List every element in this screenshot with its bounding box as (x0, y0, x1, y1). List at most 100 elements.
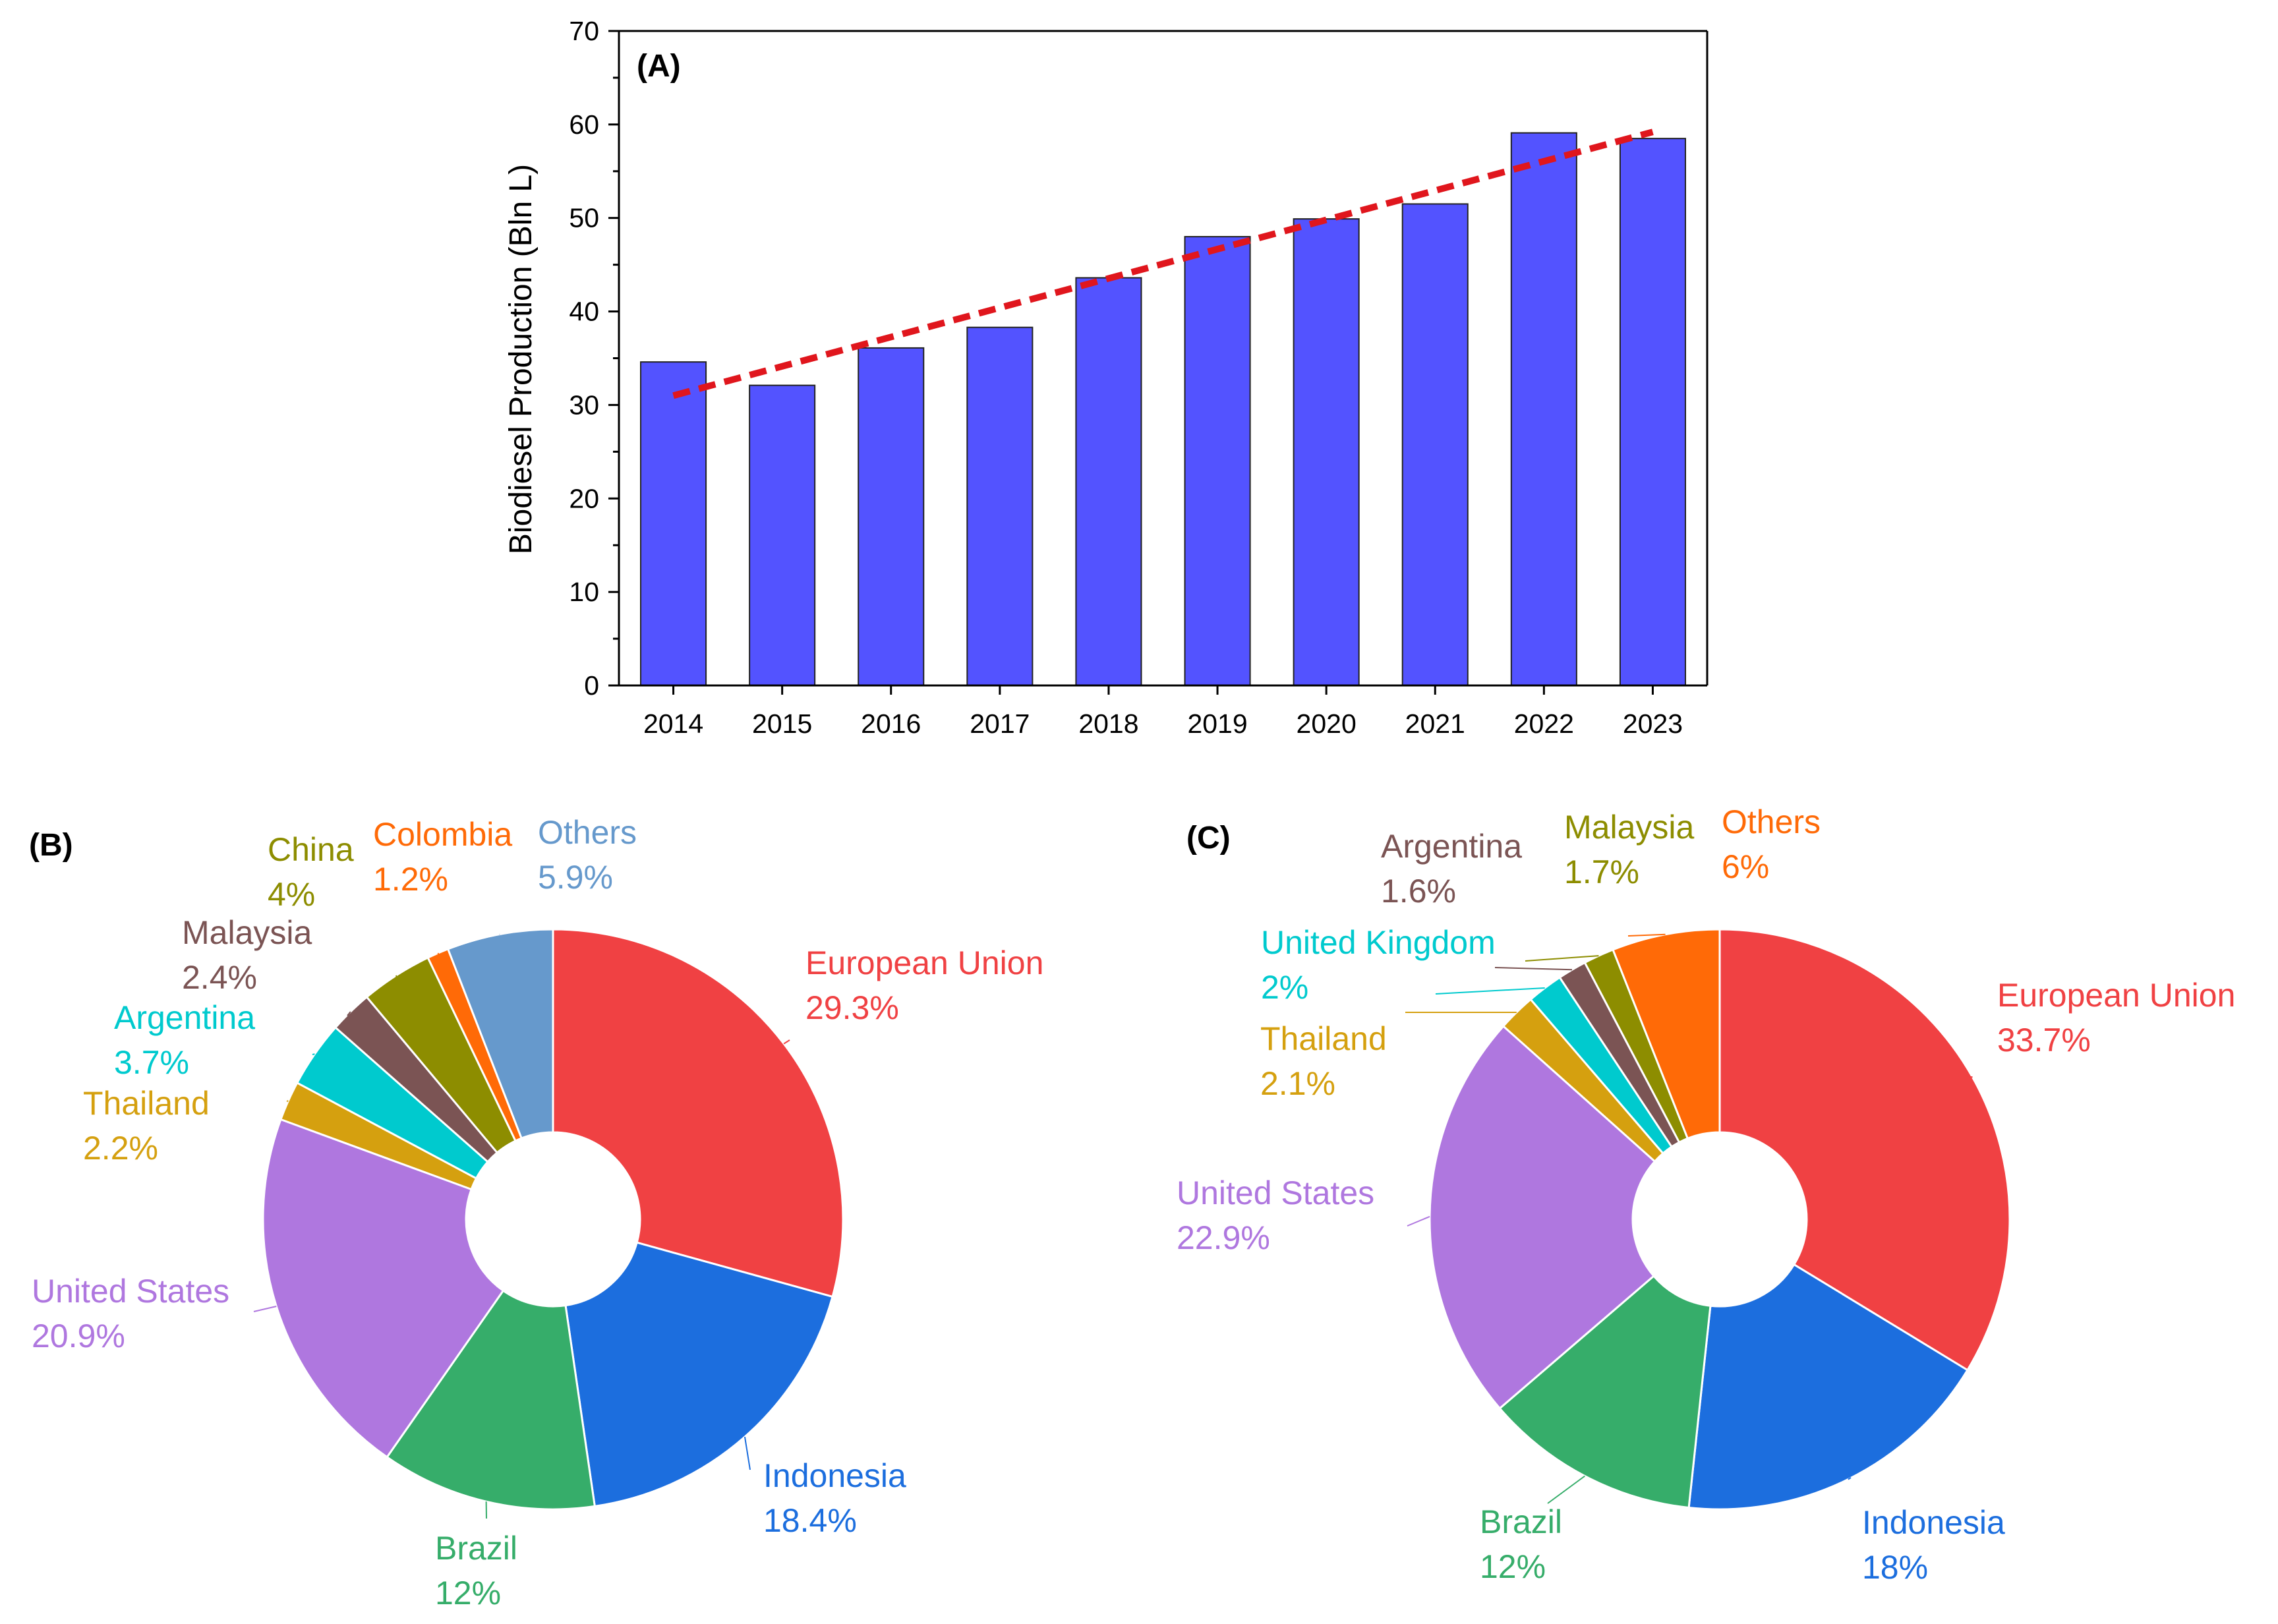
slice-label: China (268, 831, 354, 868)
leader-line (347, 1011, 351, 1016)
slice-brazil (386, 1289, 597, 1511)
bar-2017 (966, 326, 1034, 686)
slice-value-label: 4% (268, 876, 315, 913)
slice-value-label: 22.9% (1177, 1219, 1270, 1256)
leader-line (1627, 933, 1666, 937)
slice-label: Others (1722, 803, 1821, 840)
slice-indonesia (1687, 1263, 1969, 1511)
y-tick-label: 50 (569, 203, 599, 233)
x-tick-label: 2014 (643, 709, 703, 739)
leader-line (1547, 1475, 1585, 1504)
donut-chart-panel-c: (C) European Union 33.7% Indonesia 18% Brazi… (1177, 803, 2235, 1586)
slice-united-states (1428, 1024, 1656, 1410)
x-tick-label: 2016 (861, 709, 921, 739)
leader-line (253, 1306, 277, 1312)
slice-value-label: 29.3% (805, 989, 899, 1026)
y-tick-label: 10 (569, 577, 599, 607)
bar-chart-panel-a: (A) Biodiesel Production (Bln L) 0 10 20 30… (504, 16, 1708, 739)
slice-value-label: 12% (1480, 1548, 1546, 1585)
slice-value-label: 1.7% (1564, 854, 1639, 890)
leader-line (1435, 987, 1545, 995)
slice-value-label: 18% (1862, 1549, 1928, 1586)
slice-label: Malaysia (1564, 809, 1694, 846)
panel-label-c: (C) (1186, 821, 1231, 856)
slice-value-label: 2.2% (83, 1130, 158, 1167)
y-tick-label: 60 (569, 109, 599, 140)
slice-value-label: 2.4% (182, 959, 257, 996)
slice-value-label: 33.7% (1997, 1022, 2091, 1058)
slice-label: Argentina (114, 999, 255, 1036)
x-tick-label: 2018 (1078, 709, 1138, 739)
leader-line (783, 1039, 790, 1045)
slice-value-label: 2.1% (1260, 1065, 1335, 1102)
slice-label: Others (538, 814, 637, 851)
slice-label: Colombia (373, 816, 512, 853)
slice-european-union (1718, 928, 2011, 1372)
leader-line (744, 1436, 751, 1470)
y-tick-label: 20 (569, 483, 599, 513)
slice-label: Brazil (1480, 1503, 1562, 1540)
bar-2020 (1293, 218, 1360, 686)
slice-others (1612, 928, 1721, 1140)
y-axis-label: Biodiesel Production (Bln L) (504, 164, 539, 554)
x-tick-label: 2019 (1187, 709, 1247, 739)
slice-label: Indonesia (763, 1457, 906, 1494)
slice-value-label: 5.9% (538, 859, 613, 896)
panel-label-b: (B) (29, 828, 73, 863)
leader-line (1525, 955, 1599, 962)
x-tick-label: 2015 (752, 709, 812, 739)
slice-value-label: 12% (435, 1575, 501, 1611)
bar-2021 (1401, 203, 1469, 686)
bar-2018 (1075, 277, 1142, 686)
y-tick-label: 30 (569, 390, 599, 420)
slice-label: United States (32, 1273, 229, 1310)
slice-label: Indonesia (1862, 1504, 2005, 1541)
slice-brazil (1498, 1274, 1712, 1509)
bar-2022 (1510, 132, 1577, 687)
slice-value-label: 3.7% (114, 1044, 189, 1081)
slice-label: European Union (1997, 977, 2235, 1014)
slice-label: Thailand (83, 1085, 210, 1122)
x-tick-label: 2022 (1514, 709, 1574, 739)
leader-line (437, 952, 442, 958)
leader-line (1407, 1215, 1430, 1227)
slice-value-label: 18.4% (763, 1502, 857, 1539)
x-tick-label: 2020 (1297, 709, 1357, 739)
leader-line (1848, 1477, 1852, 1480)
slice-european-union (552, 928, 844, 1298)
bar-2019 (1184, 236, 1251, 687)
leader-line (312, 1053, 315, 1055)
donut-chart-panel-b: (B) European Union 29.3% Indonesia 18.4% Bra… (29, 814, 1043, 1611)
slice-label: United States (1177, 1174, 1374, 1211)
x-tick-label: 2017 (970, 709, 1030, 739)
y-tick-label: 0 (584, 670, 599, 701)
slice-indonesia (564, 1241, 834, 1508)
panel-label-a: (A) (637, 49, 681, 84)
slice-others (446, 928, 554, 1140)
slice-label: Brazil (435, 1530, 517, 1567)
bar-2015 (749, 384, 816, 686)
bar-2014 (640, 361, 707, 686)
x-tick-label: 2021 (1405, 709, 1465, 739)
bar-2023 (1619, 138, 1686, 686)
leader-line (1964, 1075, 1973, 1078)
leader-line (395, 975, 398, 979)
slice-label: United Kingdom (1261, 924, 1496, 961)
slice-value-label: 2% (1261, 969, 1308, 1006)
slice-value-label: 1.2% (373, 861, 448, 898)
slice-united-states (262, 1118, 505, 1459)
leader-line (1494, 967, 1573, 971)
slice-value-label: 1.6% (1381, 873, 1456, 910)
y-tick-label: 40 (569, 297, 599, 327)
y-tick-label: 70 (569, 16, 599, 46)
slice-value-label: 6% (1722, 848, 1769, 885)
x-tick-label: 2023 (1623, 709, 1683, 739)
slice-label: Thailand (1260, 1020, 1387, 1057)
slice-label: Malaysia (182, 914, 312, 951)
bar-2016 (858, 347, 925, 686)
slice-label: European Union (805, 944, 1043, 981)
trend-line (672, 129, 1654, 399)
slice-value-label: 20.9% (32, 1318, 125, 1354)
slice-label: Argentina (1381, 828, 1522, 865)
